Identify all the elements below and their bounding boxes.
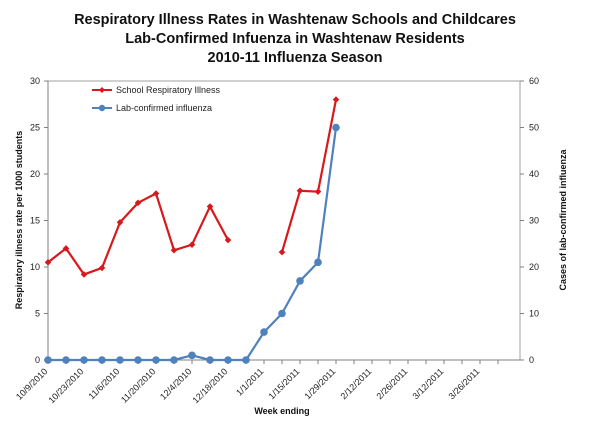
data-point-school-respiratory-illness-1 [62, 245, 70, 252]
right-y-tick-label-4: 40 [529, 169, 539, 179]
data-point-lab-confirmed-influenza-5 [134, 356, 142, 364]
data-point-lab-confirmed-influenza-14 [296, 277, 304, 285]
data-point-school-respiratory-illness-9 [206, 203, 214, 210]
legend-label-lab-confirmed-influenza: Lab-confirmed influenza [116, 103, 212, 113]
left-y-tick-label-6: 30 [30, 76, 40, 86]
left-y-axis-title: Respiratory illness rate per 1000 studen… [14, 131, 24, 310]
x-tick-label-12: 3/26/2011 [447, 366, 482, 401]
data-point-lab-confirmed-influenza-9 [206, 356, 214, 364]
data-point-lab-confirmed-influenza-13 [278, 309, 286, 318]
data-point-lab-confirmed-influenza-15 [314, 258, 322, 267]
right-y-tick-label-0: 0 [529, 355, 534, 365]
data-point-school-respiratory-illness-7 [170, 246, 178, 254]
data-point-school-respiratory-illness-5 [134, 199, 142, 207]
x-tick-label-7: 1/15/2011 [267, 366, 302, 401]
legend-item-lab-confirmed-influenza: Lab-confirmed influenza [92, 103, 212, 113]
x-tick-label-4: 12/4/2010 [158, 366, 193, 401]
data-point-lab-confirmed-influenza-1 [62, 356, 70, 364]
data-point-school-respiratory-illness-13 [278, 248, 286, 256]
left-y-axis-ticks: 0 5 10 15 20 25 30 [30, 76, 48, 365]
chart-legend: School Respiratory Illness Lab-confirmed… [92, 85, 221, 113]
data-point-school-respiratory-illness-0 [44, 259, 52, 266]
left-y-tick-label-3: 15 [30, 216, 40, 226]
x-tick-label-10: 2/26/2011 [375, 366, 410, 401]
chart-title-line-1: Respiratory Illness Rates in Washtenaw S… [74, 12, 516, 28]
left-y-tick-label-4: 20 [30, 169, 40, 179]
legend-label-school-respiratory-illness: School Respiratory Illness [116, 85, 221, 95]
right-y-tick-label-1: 10 [529, 309, 539, 319]
legend-marker-school-respiratory-illness [99, 87, 105, 93]
x-tick-label-1: 10/23/2010 [46, 366, 85, 405]
right-y-axis-ticks: 0 10 20 30 40 50 60 [520, 76, 539, 365]
data-point-school-respiratory-illness-14 [296, 187, 304, 195]
data-point-lab-confirmed-influenza-3 [98, 356, 106, 364]
data-point-lab-confirmed-influenza-12 [260, 328, 268, 336]
series-line-school-respiratory-illness-segment-1 [280, 99, 338, 253]
x-tick-label-5: 12/18/2010 [190, 366, 229, 405]
data-point-lab-confirmed-influenza-4 [116, 356, 124, 364]
x-tick-label-2: 11/6/2010 [87, 366, 122, 401]
data-point-school-respiratory-illness-8 [188, 241, 196, 248]
data-point-lab-confirmed-influenza-16 [332, 123, 340, 132]
data-point-lab-confirmed-influenza-10 [224, 356, 232, 364]
data-point-school-respiratory-illness-3 [98, 264, 106, 272]
series-lab-confirmed-influenza [44, 123, 340, 364]
legend-item-school-respiratory-illness: School Respiratory Illness [92, 85, 221, 95]
chart-title-line-3: 2010-11 Influenza Season [208, 50, 383, 66]
x-tick-label-3: 11/20/2010 [119, 366, 157, 404]
left-y-tick-label-1: 5 [35, 309, 40, 319]
chart-title: Respiratory Illness Rates in Washtenaw S… [74, 12, 516, 66]
data-point-lab-confirmed-influenza-2 [80, 356, 88, 364]
right-y-tick-label-5: 50 [529, 123, 539, 133]
data-point-school-respiratory-illness-16 [332, 96, 340, 103]
data-point-school-respiratory-illness-4 [116, 219, 124, 226]
data-point-lab-confirmed-influenza-6 [152, 356, 160, 364]
data-point-school-respiratory-illness-15 [314, 188, 322, 195]
x-axis-title: Week ending [254, 406, 309, 416]
data-point-school-respiratory-illness-6 [152, 190, 160, 197]
series-school-respiratory-illness [44, 96, 340, 278]
left-y-tick-label-5: 25 [30, 123, 40, 133]
data-point-school-respiratory-illness-10 [224, 236, 232, 244]
right-y-tick-label-3: 30 [529, 216, 539, 226]
x-tick-label-6: 1/1/2011 [234, 366, 265, 397]
chart-title-line-2: Lab-Confirmed Infuenza in Washtenaw Resi… [125, 31, 464, 47]
left-y-tick-label-0: 0 [35, 355, 40, 365]
chart-series-layer [44, 96, 340, 364]
x-tick-label-9: 2/12/2011 [339, 366, 374, 401]
x-tick-label-11: 3/12/2011 [411, 366, 446, 401]
x-tick-label-0: 10/9/2010 [14, 366, 49, 401]
legend-marker-lab-confirmed-influenza [98, 104, 106, 112]
right-y-axis-title: Cases of lab-confirmed influenza [558, 148, 568, 290]
data-point-lab-confirmed-influenza-8 [188, 351, 196, 360]
right-y-tick-label-2: 20 [529, 262, 539, 272]
data-point-lab-confirmed-influenza-7 [170, 356, 178, 364]
x-tick-label-8: 1/29/2011 [303, 366, 338, 401]
left-y-tick-label-2: 10 [30, 262, 40, 272]
data-point-lab-confirmed-influenza-0 [44, 356, 52, 364]
right-y-tick-label-6: 60 [529, 76, 539, 86]
data-point-lab-confirmed-influenza-11 [242, 356, 250, 364]
data-point-school-respiratory-illness-2 [80, 271, 88, 278]
